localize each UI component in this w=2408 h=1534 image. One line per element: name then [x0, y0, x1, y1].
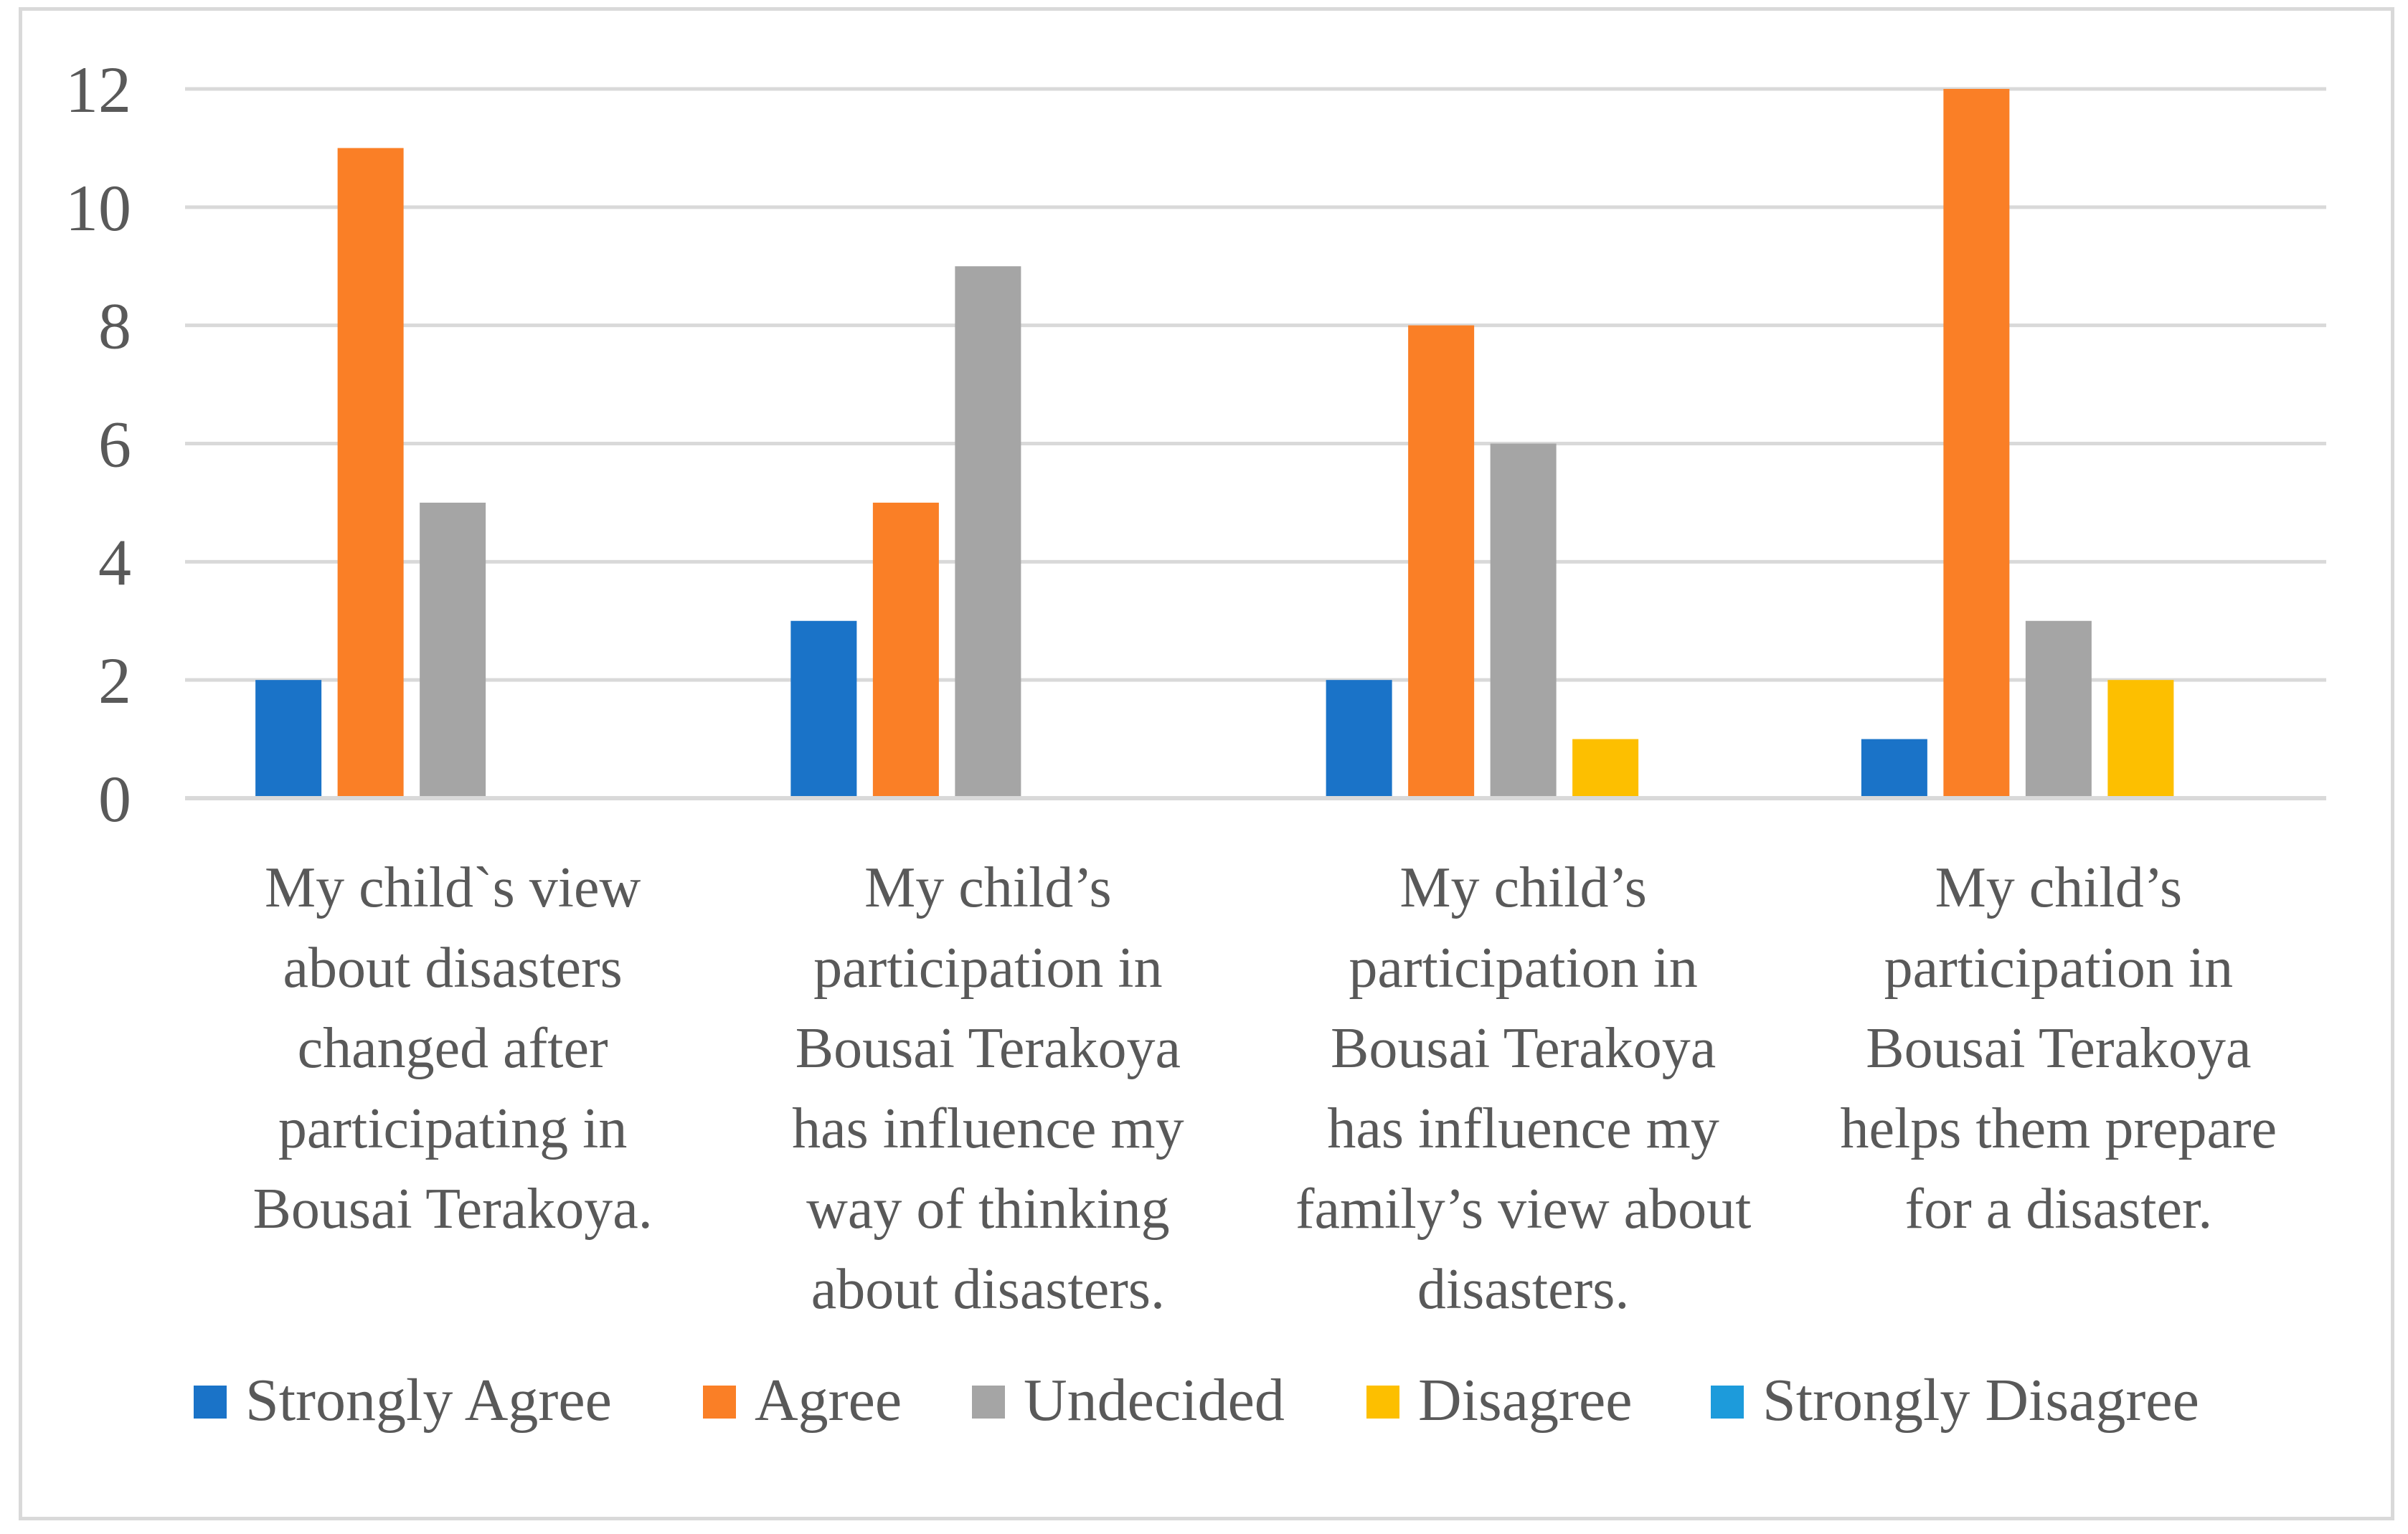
bars — [255, 89, 2174, 799]
x-tick-label-line: My child’s — [864, 856, 1111, 919]
bar-undecided — [1490, 443, 1557, 798]
legend-swatch — [972, 1386, 1005, 1419]
x-tick-label-line: participation in — [1349, 937, 1698, 1000]
category-labels: My child`s view about disasters changed af… — [253, 856, 2277, 1321]
x-tick-label: My child’s participation in Bousai Terakoy… — [1841, 856, 2277, 1241]
x-tick-label: My child’s participation in Bousai Terakoy… — [1295, 856, 1751, 1321]
x-tick-label-line: Bousai Terakoya — [1866, 1017, 2251, 1080]
legend: Strongly Agree Agree Undecided Disagree Stro… — [194, 1367, 2199, 1434]
legend-label: Strongly Agree — [245, 1367, 612, 1434]
y-tick-label: 4 — [98, 526, 131, 599]
y-tick-label: 2 — [98, 644, 131, 717]
bar-disagree — [2107, 680, 2174, 798]
x-tick-label-line: helps them prepare — [1841, 1097, 2277, 1160]
x-tick-label-line: family’s view about — [1295, 1178, 1751, 1241]
bar-agree — [872, 502, 939, 798]
x-tick-label-line: Bousai Terakoya — [795, 1017, 1181, 1080]
x-tick-label: My child`s view about disasters changed af… — [253, 856, 653, 1241]
bar-disagree — [1572, 739, 1639, 798]
x-tick-label-line: Bousai Terakoya. — [253, 1178, 653, 1241]
legend-label: Agree — [755, 1367, 902, 1434]
bar-undecided — [2025, 620, 2092, 798]
x-tick-label-line: for a disaster. — [1905, 1178, 2213, 1241]
y-tick-label: 0 — [98, 762, 131, 835]
y-tick-label: 8 — [98, 290, 131, 363]
x-tick-label-line: My child’s — [1399, 856, 1646, 919]
x-tick-label-line: My child’s — [1935, 856, 2182, 919]
legend-label: Disagree — [1418, 1367, 1633, 1434]
bar-agree — [1408, 325, 1475, 799]
x-tick-label: My child’s participation in Bousai Terakoy… — [792, 856, 1184, 1321]
x-tick-label-line: Bousai Terakoya — [1331, 1017, 1716, 1080]
x-tick-label-line: has influence my — [1327, 1097, 1719, 1160]
x-tick-label-line: has influence my — [792, 1097, 1184, 1160]
y-axis-ticks: 0 2 4 6 8 10 12 — [65, 53, 131, 835]
legend-swatch — [703, 1386, 736, 1419]
legend-swatch — [1711, 1386, 1744, 1419]
bar-undecided — [955, 266, 1021, 798]
x-tick-label-line: changed after — [298, 1017, 608, 1080]
bar-strongly-agree — [1326, 680, 1392, 798]
x-tick-label-line: about disasters — [283, 937, 623, 1000]
y-tick-label: 12 — [65, 53, 131, 126]
legend-swatch — [1366, 1386, 1399, 1419]
x-tick-label-line: about disasters. — [811, 1258, 1165, 1321]
x-tick-label-line: participation in — [813, 937, 1163, 1000]
x-tick-label-line: way of thinking — [806, 1178, 1170, 1241]
x-tick-label-line: My child`s view — [265, 856, 641, 919]
x-tick-label-line: participation in — [1884, 937, 2234, 1000]
x-tick-label-line: disasters. — [1417, 1258, 1630, 1321]
legend-swatch — [194, 1386, 227, 1419]
legend-label: Strongly Disagree — [1762, 1367, 2199, 1434]
y-tick-label: 6 — [98, 408, 131, 481]
bar-agree — [337, 148, 404, 798]
x-tick-label-line: participating in — [278, 1097, 628, 1160]
bar-strongly-agree — [1861, 739, 1927, 798]
bar-undecided — [420, 502, 486, 798]
bar-strongly-agree — [790, 620, 857, 798]
y-tick-label: 10 — [65, 171, 131, 245]
bar-strongly-agree — [255, 680, 322, 798]
bar-agree — [1943, 89, 2010, 798]
legend-label: Undecided — [1024, 1367, 1285, 1434]
